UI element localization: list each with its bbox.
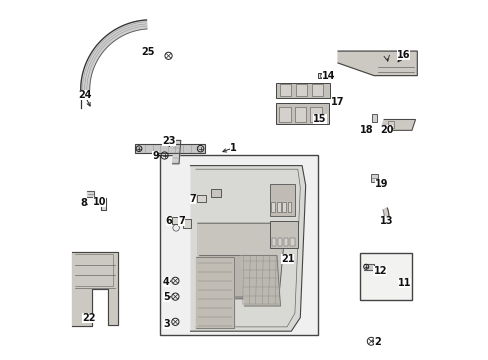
- Bar: [295, 84, 306, 96]
- Text: 23: 23: [162, 136, 175, 146]
- Text: 18: 18: [359, 125, 373, 135]
- Text: 11: 11: [397, 278, 410, 288]
- Text: 2: 2: [373, 337, 380, 347]
- Polygon shape: [337, 51, 416, 76]
- Bar: [160, 155, 318, 335]
- Bar: [134, 144, 204, 153]
- Bar: [271, 202, 275, 212]
- Text: 14: 14: [321, 71, 334, 81]
- Bar: [171, 217, 180, 224]
- Polygon shape: [199, 256, 278, 297]
- Bar: [318, 73, 325, 78]
- Polygon shape: [382, 208, 388, 222]
- Text: 1: 1: [230, 143, 237, 153]
- Polygon shape: [93, 198, 106, 210]
- Polygon shape: [81, 20, 147, 90]
- Text: 7: 7: [189, 194, 196, 204]
- Bar: [370, 174, 378, 182]
- Polygon shape: [190, 166, 305, 331]
- Polygon shape: [172, 140, 181, 164]
- Bar: [287, 202, 291, 212]
- Bar: [269, 184, 294, 216]
- Text: 13: 13: [379, 216, 393, 226]
- Bar: [276, 83, 329, 98]
- Text: 8: 8: [80, 198, 87, 208]
- Bar: [289, 238, 294, 246]
- Bar: [294, 107, 305, 122]
- Bar: [276, 202, 280, 212]
- Polygon shape: [87, 191, 94, 197]
- Polygon shape: [241, 256, 280, 306]
- Bar: [271, 238, 276, 246]
- Text: 6: 6: [165, 216, 172, 226]
- Text: 19: 19: [374, 179, 388, 189]
- Bar: [311, 84, 322, 96]
- Text: 10: 10: [93, 197, 106, 207]
- Polygon shape: [363, 264, 373, 270]
- Bar: [320, 74, 323, 77]
- Text: 15: 15: [313, 114, 326, 124]
- Text: 17: 17: [331, 96, 344, 107]
- Bar: [183, 219, 191, 228]
- Text: 20: 20: [379, 125, 393, 135]
- Polygon shape: [380, 120, 415, 130]
- Bar: [279, 107, 290, 122]
- Bar: [276, 103, 329, 124]
- Bar: [284, 238, 288, 246]
- Text: 24: 24: [78, 90, 91, 100]
- Text: 7: 7: [178, 216, 184, 226]
- Text: 12: 12: [373, 266, 386, 276]
- Text: 3: 3: [163, 319, 169, 329]
- Polygon shape: [196, 257, 233, 328]
- Bar: [282, 202, 285, 212]
- Text: 5: 5: [163, 292, 169, 302]
- Text: 25: 25: [142, 47, 155, 57]
- Bar: [277, 238, 282, 246]
- Text: 22: 22: [82, 312, 96, 323]
- Bar: [359, 253, 411, 300]
- Bar: [309, 107, 321, 122]
- Text: 16: 16: [396, 50, 409, 60]
- Text: 21: 21: [281, 254, 294, 264]
- Bar: [197, 195, 205, 202]
- Polygon shape: [197, 223, 284, 299]
- Bar: [211, 189, 220, 197]
- Bar: [387, 121, 393, 128]
- Bar: [371, 114, 377, 122]
- Text: 4: 4: [163, 276, 169, 287]
- Bar: [269, 221, 298, 248]
- Polygon shape: [72, 252, 118, 326]
- Text: 9: 9: [152, 150, 159, 161]
- Bar: [279, 84, 290, 96]
